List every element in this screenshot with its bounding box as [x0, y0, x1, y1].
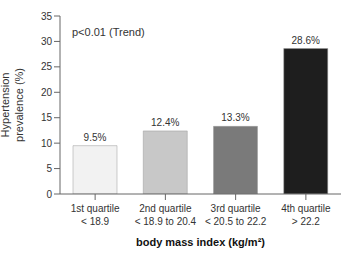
svg-text:3rd quartile< 20.5 to 22.2: 3rd quartile< 20.5 to 22.2 — [205, 203, 267, 227]
svg-text:body mass index (kg/m²): body mass index (kg/m²) — [136, 236, 265, 248]
svg-text:1st quartile< 18.9: 1st quartile< 18.9 — [71, 203, 120, 227]
svg-text:Hypertensionprevalence (%): Hypertensionprevalence (%) — [8, 68, 25, 142]
html-text:p<0.01 (Trend): p<0.01 (Trend) — [72, 26, 145, 38]
svg-text:5: 5 — [46, 163, 52, 174]
svg-text:25: 25 — [41, 61, 53, 72]
svg-text:0: 0 — [46, 189, 52, 200]
svg-text:4th quartile> 22.2: 4th quartile> 22.2 — [281, 203, 331, 227]
svg-text:30: 30 — [41, 36, 53, 47]
svg-text:2nd quartile< 18.9 to 20.4: 2nd quartile< 18.9 to 20.4 — [135, 203, 197, 227]
svg-text:13.3%: 13.3% — [221, 112, 249, 123]
svg-text:20: 20 — [41, 87, 53, 98]
svg-text:35: 35 — [41, 11, 53, 22]
svg-text:28.6%: 28.6% — [292, 35, 320, 46]
svg-text:15: 15 — [41, 112, 53, 123]
svg-text:12.4%: 12.4% — [151, 117, 179, 128]
svg-text:10: 10 — [41, 138, 53, 149]
svg-text:9.5%: 9.5% — [84, 132, 107, 143]
